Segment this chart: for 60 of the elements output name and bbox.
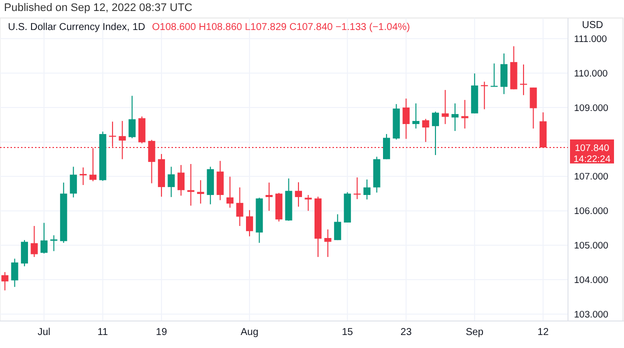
candlestick [452,102,459,132]
candlestick [197,180,204,204]
candlestick [480,81,488,110]
x-tick-label: Sep [466,327,484,338]
candlestick [354,176,361,200]
candlestick [461,99,468,130]
candlestick [432,111,439,156]
x-tick-label: Aug [240,327,258,338]
candlestick [128,95,136,139]
y-tick-label: 110.000 [574,68,608,80]
candlestick [324,228,332,258]
candlestick [20,240,28,267]
x-tick-label: 11 [98,327,108,338]
candlestick [246,210,254,237]
candlestick [266,182,273,212]
y-tick-label: 104.000 [574,275,608,286]
y-tick-label: 106.000 [574,206,608,218]
candlestick [334,214,342,241]
y-tick-label: 109.000 [574,102,608,114]
candlestick [442,89,449,125]
candlestick [500,52,508,95]
x-tick-label: 19 [156,327,168,338]
ref-line-label: 107.840 [574,142,610,154]
x-tick-label: 15 [342,327,354,338]
candlestick [422,118,430,142]
candlestick [530,87,537,130]
x-tick-label: Jul [38,327,50,338]
candlestick [187,163,194,206]
y-tick-label: 111.000 [574,34,607,45]
y-tick-label: 103.000 [574,309,608,320]
y-tick-label: 107.000 [574,172,608,183]
chart-title: U.S. Dollar Currency Index, 1D [8,22,146,33]
candlestick [40,222,48,254]
candlestick [80,166,87,186]
candlestick [89,148,96,182]
candlestick [226,176,234,208]
candlestick [11,258,18,288]
candlestick [520,64,528,96]
candlestick [383,134,390,160]
candlestick [412,102,420,130]
candlestick [236,186,244,226]
candlestick [363,178,370,200]
candlestick [168,166,175,198]
candlestick [304,194,312,212]
candlestick [178,164,185,196]
candlestick [490,62,498,88]
text: Published on Sep 12, 2022 08:37 UTC [4,2,192,14]
x-tick-label: 23 [400,327,412,338]
candlestick [216,160,224,201]
candlestick [70,166,77,198]
x-tick-label: 12 [538,327,550,338]
y-tick-label: 105.000 [574,240,608,252]
candlestick [30,225,38,258]
candlestick [50,234,58,252]
text: 14:22:24 [574,154,610,165]
y-axis-title: USD [582,20,604,31]
candlestick [294,182,302,208]
annotation: O108.600 H108.860 L107.829 C107.840 −1.133 (−1.04%) [152,22,410,33]
candlestick [1,272,8,291]
candlestick [402,98,410,140]
